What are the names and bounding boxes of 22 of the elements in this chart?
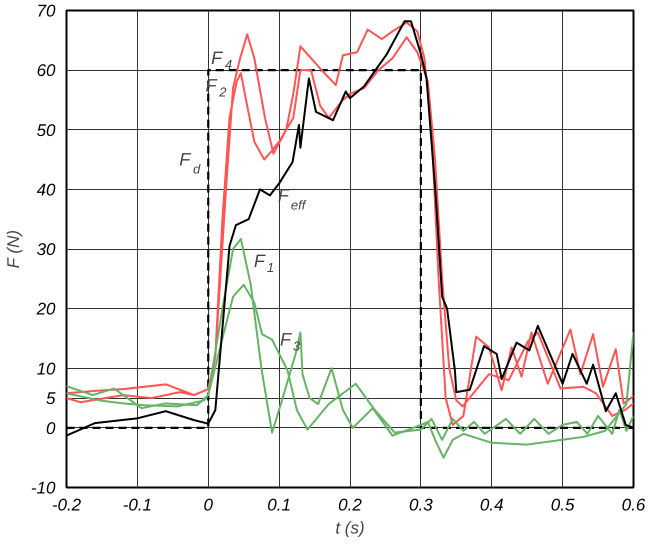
y-tick-label: 40 bbox=[36, 180, 56, 200]
x-tick-label: -0.1 bbox=[122, 496, 152, 514]
y-tick-label: 70 bbox=[36, 2, 56, 20]
x-tick-label: 0 bbox=[204, 496, 214, 514]
x-axis-title: t (s) bbox=[335, 518, 365, 538]
x-tick-label: 0.4 bbox=[480, 496, 504, 514]
x-tick-label: 0.1 bbox=[267, 496, 291, 514]
line-series bbox=[66, 238, 634, 459]
y-axis-title: F (N) bbox=[4, 230, 23, 268]
x-tick-label: 0.6 bbox=[622, 496, 646, 514]
y-tick-label: 20 bbox=[36, 300, 56, 319]
x-tick-label: 0.3 bbox=[409, 496, 434, 514]
y-tick-label: 60 bbox=[36, 61, 56, 80]
y-tick-label: 30 bbox=[36, 240, 56, 259]
y-tick-label: 0 bbox=[46, 418, 56, 438]
y-tick-label: 5 bbox=[46, 389, 56, 408]
x-tick-label: 0.5 bbox=[550, 496, 575, 514]
x-tick-label: 0.2 bbox=[338, 496, 362, 514]
y-tick-label: 10 bbox=[36, 359, 56, 378]
x-tick-label: -0.2 bbox=[52, 496, 82, 514]
y-tick-label: 50 bbox=[36, 120, 56, 140]
y-tick-label: -10 bbox=[30, 478, 56, 498]
